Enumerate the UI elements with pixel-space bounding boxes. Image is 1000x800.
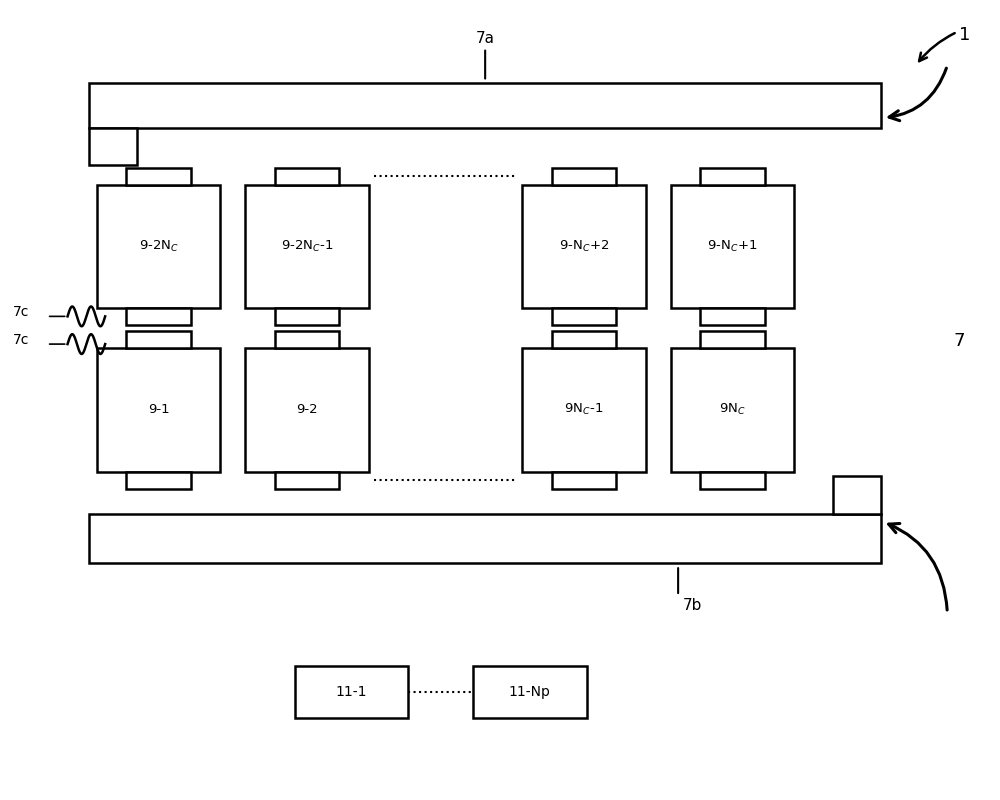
Text: 11-Np: 11-Np xyxy=(509,685,551,699)
Bar xyxy=(552,168,616,185)
Bar xyxy=(126,309,191,326)
Bar xyxy=(275,331,339,348)
Bar xyxy=(552,309,616,326)
Text: 9-1: 9-1 xyxy=(148,403,169,416)
Bar xyxy=(295,666,408,718)
Text: 9N$_C$-1: 9N$_C$-1 xyxy=(564,402,604,418)
Bar xyxy=(97,348,220,472)
Bar xyxy=(126,472,191,489)
Bar xyxy=(552,472,616,489)
Text: 9-2N$_C$-1: 9-2N$_C$-1 xyxy=(281,239,333,254)
Bar xyxy=(671,185,794,309)
Text: 7a: 7a xyxy=(476,30,495,46)
Bar xyxy=(671,348,794,472)
Bar xyxy=(552,331,616,348)
Text: 11-1: 11-1 xyxy=(336,685,367,699)
Bar xyxy=(245,185,369,309)
Bar xyxy=(275,168,339,185)
Bar xyxy=(833,476,881,514)
Bar xyxy=(522,185,646,309)
Bar xyxy=(126,331,191,348)
Bar xyxy=(89,514,881,563)
Text: 9-N$_C$+2: 9-N$_C$+2 xyxy=(559,239,609,254)
Bar xyxy=(126,168,191,185)
Text: 9-N$_C$+1: 9-N$_C$+1 xyxy=(707,239,758,254)
Bar xyxy=(522,348,646,472)
Bar xyxy=(700,309,765,326)
Bar xyxy=(275,472,339,489)
Bar xyxy=(245,348,369,472)
Bar xyxy=(473,666,587,718)
Bar xyxy=(97,185,220,309)
Bar xyxy=(700,472,765,489)
Text: 7c: 7c xyxy=(13,306,30,319)
Bar xyxy=(700,331,765,348)
Text: 9-2N$_C$: 9-2N$_C$ xyxy=(139,239,179,254)
Text: 9-2: 9-2 xyxy=(296,403,318,416)
Text: 7c: 7c xyxy=(13,333,30,347)
Text: 7: 7 xyxy=(953,332,965,350)
Text: 7b: 7b xyxy=(683,598,702,613)
Bar xyxy=(700,168,765,185)
Bar xyxy=(89,128,137,166)
Text: 9N$_C$: 9N$_C$ xyxy=(719,402,746,418)
Text: 1: 1 xyxy=(959,26,970,44)
Bar xyxy=(275,309,339,326)
Bar xyxy=(89,83,881,128)
